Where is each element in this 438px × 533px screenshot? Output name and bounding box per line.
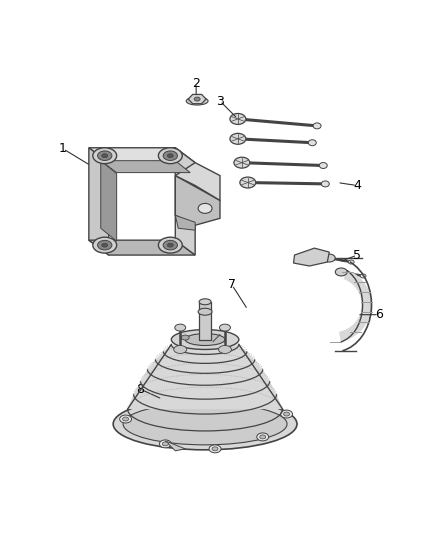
- Polygon shape: [89, 148, 109, 255]
- Ellipse shape: [219, 345, 231, 353]
- Ellipse shape: [123, 403, 287, 445]
- Ellipse shape: [98, 151, 112, 160]
- Text: 1: 1: [59, 142, 67, 155]
- Polygon shape: [165, 441, 185, 451]
- Ellipse shape: [257, 433, 268, 441]
- Ellipse shape: [335, 268, 347, 276]
- Ellipse shape: [198, 308, 212, 315]
- Ellipse shape: [198, 204, 212, 213]
- Ellipse shape: [185, 334, 225, 345]
- Ellipse shape: [230, 133, 246, 144]
- Ellipse shape: [171, 329, 239, 350]
- Ellipse shape: [159, 440, 171, 448]
- Ellipse shape: [281, 410, 293, 418]
- Polygon shape: [89, 240, 195, 255]
- Ellipse shape: [120, 415, 131, 423]
- Ellipse shape: [163, 240, 177, 250]
- Ellipse shape: [319, 163, 327, 168]
- Ellipse shape: [219, 324, 230, 331]
- Text: 7: 7: [228, 278, 236, 292]
- Text: 6: 6: [375, 308, 383, 321]
- Ellipse shape: [102, 243, 108, 247]
- Ellipse shape: [321, 181, 329, 187]
- Ellipse shape: [199, 299, 211, 305]
- Ellipse shape: [113, 398, 297, 450]
- Ellipse shape: [174, 345, 187, 353]
- Polygon shape: [175, 215, 195, 230]
- Ellipse shape: [234, 157, 250, 168]
- Ellipse shape: [102, 154, 108, 158]
- Polygon shape: [175, 175, 220, 225]
- Ellipse shape: [348, 260, 354, 264]
- Polygon shape: [89, 148, 195, 163]
- Wedge shape: [339, 270, 371, 342]
- Text: 4: 4: [353, 179, 361, 192]
- Ellipse shape: [360, 274, 366, 278]
- Ellipse shape: [186, 97, 208, 105]
- Polygon shape: [175, 163, 220, 200]
- Ellipse shape: [209, 445, 221, 453]
- Ellipse shape: [167, 243, 173, 247]
- Ellipse shape: [230, 114, 246, 124]
- Polygon shape: [101, 160, 117, 241]
- Ellipse shape: [181, 335, 189, 340]
- Ellipse shape: [162, 442, 168, 446]
- Text: 2: 2: [192, 77, 200, 90]
- Text: 5: 5: [353, 248, 361, 262]
- Polygon shape: [101, 160, 190, 173]
- Ellipse shape: [93, 237, 117, 253]
- Polygon shape: [127, 344, 283, 409]
- Ellipse shape: [194, 97, 200, 101]
- Ellipse shape: [123, 417, 129, 421]
- Ellipse shape: [308, 140, 316, 146]
- Text: 8: 8: [137, 383, 145, 395]
- Ellipse shape: [175, 324, 186, 331]
- Ellipse shape: [313, 123, 321, 129]
- Ellipse shape: [260, 435, 266, 439]
- Ellipse shape: [212, 447, 218, 451]
- Ellipse shape: [163, 151, 177, 160]
- Ellipse shape: [98, 240, 112, 250]
- Ellipse shape: [167, 154, 173, 158]
- Ellipse shape: [93, 148, 117, 164]
- Text: 3: 3: [216, 94, 224, 108]
- Polygon shape: [175, 148, 195, 255]
- Ellipse shape: [240, 177, 256, 188]
- Ellipse shape: [159, 237, 182, 253]
- Polygon shape: [199, 302, 211, 340]
- Ellipse shape: [159, 148, 182, 164]
- Polygon shape: [188, 94, 206, 104]
- Polygon shape: [293, 248, 329, 266]
- Ellipse shape: [283, 412, 290, 416]
- Ellipse shape: [323, 254, 335, 262]
